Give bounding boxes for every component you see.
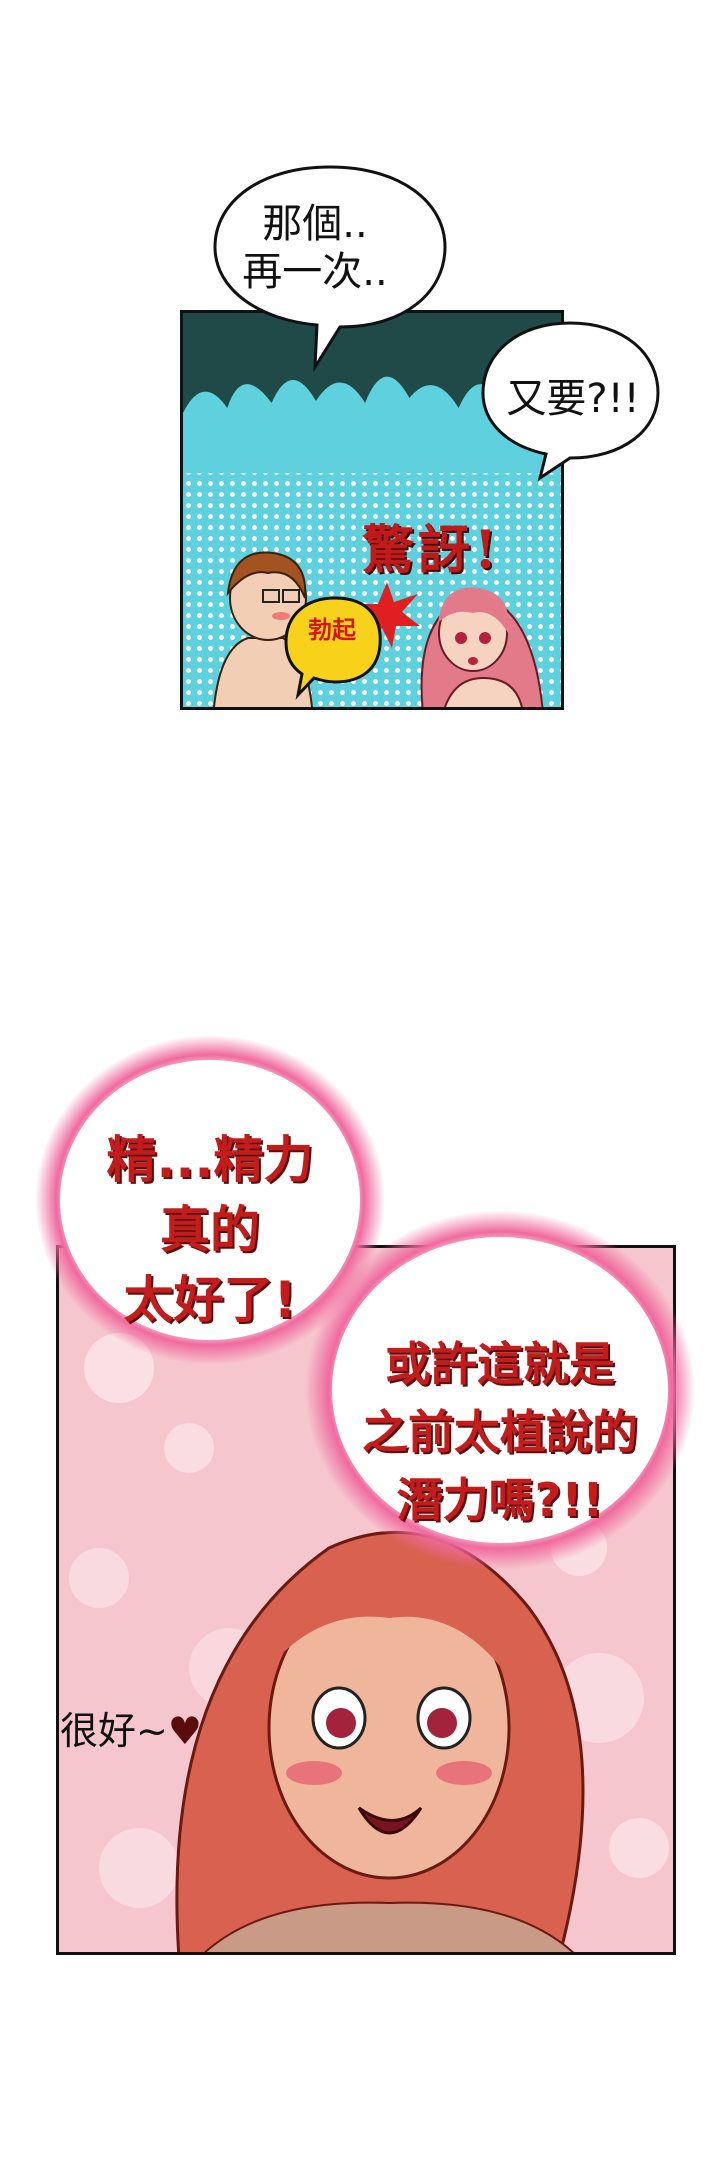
thought-bubble-2 xyxy=(305,1210,695,1570)
heart-icon: ♥ xyxy=(167,1709,202,1753)
cloud-background xyxy=(183,376,561,473)
sfx-erect-bubble xyxy=(284,596,382,700)
speech-bubble-1 xyxy=(213,165,447,372)
girl-character xyxy=(420,587,544,707)
thought-line: 潛力嗎?!! xyxy=(396,1473,604,1527)
speech-line: 再一次.. xyxy=(242,249,388,295)
thought-bubble-1-text: 精...精力 真的 太好了! xyxy=(70,1125,350,1335)
sfx-erect-text: 勃起 xyxy=(308,616,356,644)
thought-line: 真的 xyxy=(160,1201,260,1259)
aside-text: 很好~♥ xyxy=(60,1700,202,1755)
thought-line: 太好了! xyxy=(123,1271,297,1329)
thought-line: 或許這就是 xyxy=(385,1337,615,1391)
thought-line: 精...精力 xyxy=(106,1131,314,1189)
aside-label: 很好~ xyxy=(60,1709,168,1753)
speech-bubble-2 xyxy=(481,321,660,482)
thought-bubble-1 xyxy=(35,1035,385,1365)
thought-line: 之前太植說的 xyxy=(362,1405,638,1459)
thought-bubble-2-text: 或許這就是 之前太植說的 潛力嗎?!! xyxy=(335,1330,665,1534)
speech-bubble-1-text: 那個.. 再一次.. xyxy=(215,200,415,296)
sfx-shock-text: 驚訝! xyxy=(362,520,501,581)
speech-line: 那個.. xyxy=(262,201,368,247)
speech-bubble-2-text: 又要?!! xyxy=(506,376,640,422)
